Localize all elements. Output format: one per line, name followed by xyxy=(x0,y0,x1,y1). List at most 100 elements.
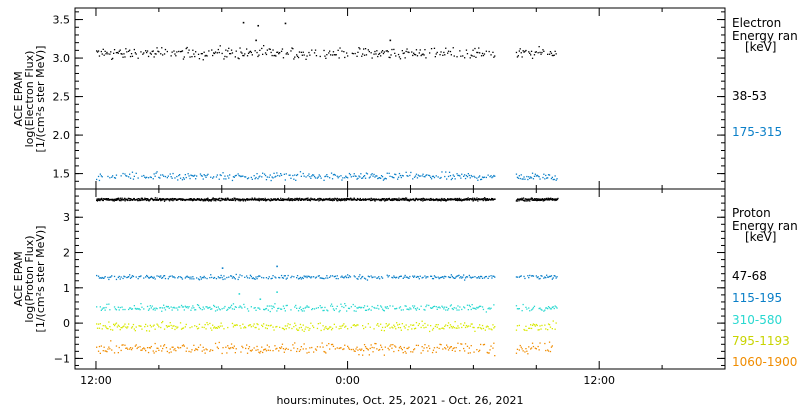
data-point xyxy=(321,306,323,309)
data-point xyxy=(272,199,274,201)
data-point xyxy=(364,48,367,50)
data-point xyxy=(377,304,379,307)
data-point xyxy=(170,351,172,353)
data-point xyxy=(369,347,371,350)
data-point xyxy=(190,351,192,353)
data-point xyxy=(326,327,328,330)
data-point xyxy=(191,198,193,200)
data-point xyxy=(490,199,492,201)
data-point xyxy=(135,344,137,346)
data-point xyxy=(355,310,357,312)
data-point xyxy=(432,349,435,351)
data-point xyxy=(435,351,437,353)
data-point xyxy=(131,326,134,328)
data-point xyxy=(222,172,224,174)
data-point xyxy=(175,198,177,200)
data-point xyxy=(375,343,377,345)
data-point xyxy=(494,175,496,177)
data-point xyxy=(294,56,296,58)
data-point xyxy=(530,197,533,199)
data-point xyxy=(375,175,377,177)
data-point xyxy=(281,199,283,201)
data-point xyxy=(164,175,167,178)
data-point xyxy=(206,349,208,351)
data-point xyxy=(271,307,273,310)
data-point xyxy=(461,173,463,175)
data-point xyxy=(554,199,556,202)
data-point xyxy=(522,303,524,306)
data-point xyxy=(464,350,466,352)
data-point xyxy=(276,51,278,53)
data-point xyxy=(257,323,259,326)
data-point xyxy=(457,342,459,344)
data-point xyxy=(242,54,244,57)
data-point xyxy=(374,50,376,53)
data-point xyxy=(376,50,378,52)
data-point xyxy=(480,275,482,278)
data-point xyxy=(223,307,225,309)
data-point xyxy=(445,276,447,278)
data-point xyxy=(430,199,432,201)
data-point xyxy=(133,175,135,177)
data-point xyxy=(311,308,313,311)
data-point xyxy=(533,175,536,177)
data-point xyxy=(167,278,169,280)
data-point xyxy=(96,50,98,52)
data-point xyxy=(436,51,438,54)
data-point xyxy=(385,199,387,202)
data-point xyxy=(486,198,489,200)
data-point xyxy=(125,175,127,177)
data-point xyxy=(441,199,444,201)
data-point xyxy=(537,52,539,54)
data-point xyxy=(338,328,340,330)
data-point xyxy=(162,54,164,56)
data-point xyxy=(373,198,375,200)
data-point xyxy=(251,178,253,180)
data-point xyxy=(138,325,140,327)
data-point xyxy=(111,176,113,178)
data-point xyxy=(362,275,364,278)
data-point xyxy=(457,305,459,307)
data-point xyxy=(528,346,530,348)
data-point xyxy=(447,322,450,324)
data-point xyxy=(376,277,378,279)
data-point xyxy=(326,344,328,347)
data-point xyxy=(107,198,109,200)
data-point xyxy=(155,53,157,55)
data-point xyxy=(110,340,112,342)
data-point xyxy=(156,308,158,310)
data-point xyxy=(170,324,172,327)
data-point xyxy=(452,308,454,311)
data-point xyxy=(555,179,557,181)
data-point xyxy=(324,175,326,178)
data-point xyxy=(530,177,533,179)
data-point xyxy=(370,275,372,277)
data-point xyxy=(350,348,352,351)
data-point xyxy=(283,275,285,277)
data-point xyxy=(328,199,330,201)
data-point xyxy=(472,197,474,199)
data-point xyxy=(405,276,407,278)
data-point xyxy=(518,308,520,310)
data-point xyxy=(174,348,176,350)
data-point xyxy=(375,53,377,55)
data-point xyxy=(539,199,541,202)
data-point xyxy=(194,174,196,176)
data-point xyxy=(476,277,478,279)
data-point xyxy=(515,329,518,331)
data-point xyxy=(408,200,411,202)
data-point xyxy=(471,55,473,57)
data-point xyxy=(490,307,492,309)
data-point xyxy=(357,349,359,351)
data-point xyxy=(119,306,121,309)
data-point xyxy=(398,307,401,309)
data-point xyxy=(451,275,453,278)
data-point xyxy=(262,172,264,174)
data-point xyxy=(276,347,278,350)
outlier-point xyxy=(276,265,278,268)
data-point xyxy=(435,276,437,279)
data-point xyxy=(166,306,168,308)
data-point xyxy=(541,51,543,54)
data-point xyxy=(551,306,553,308)
data-point xyxy=(192,175,194,177)
